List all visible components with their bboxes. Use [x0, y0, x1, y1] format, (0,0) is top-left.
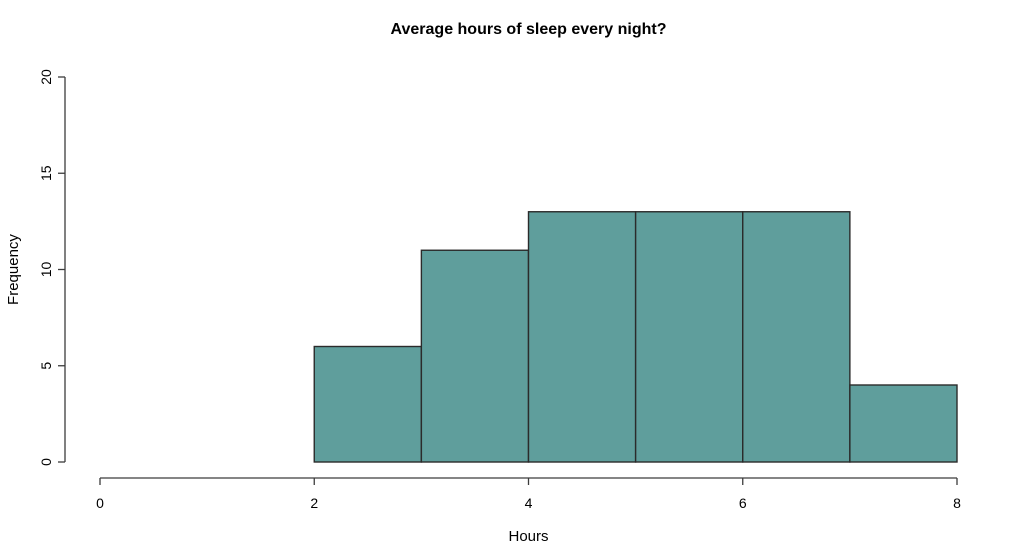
x-axis-tick-label: 6: [739, 495, 747, 511]
histogram-bar: [527, 211, 637, 463]
y-axis-tick-label: 10: [38, 262, 54, 278]
histogram-bar: [420, 249, 530, 463]
histogram-bar: [313, 345, 423, 463]
histogram-bar: [634, 211, 744, 463]
histogram-bar: [742, 211, 851, 463]
histogram-bar: [849, 384, 958, 463]
x-axis-tick-label: 2: [310, 495, 318, 511]
x-axis-tick-label: 0: [96, 495, 104, 511]
y-axis-tick-label: 15: [38, 165, 54, 181]
chart-title: Average hours of sleep every night?: [391, 21, 667, 38]
y-axis-label: Frequency: [5, 234, 22, 305]
y-axis-tick-label: 0: [38, 458, 54, 466]
y-axis-tick-label: 20: [38, 69, 54, 85]
x-axis-tick-label: 4: [525, 495, 533, 511]
x-axis-label: Hours: [508, 528, 548, 545]
y-axis-tick-label: 5: [38, 362, 54, 370]
x-axis-tick-label: 8: [953, 495, 961, 511]
